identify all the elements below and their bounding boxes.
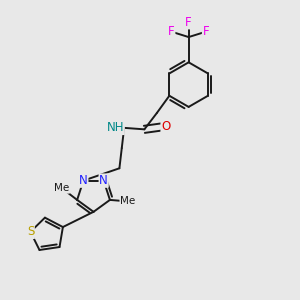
Text: N: N — [99, 174, 108, 187]
Text: S: S — [27, 225, 34, 238]
Text: F: F — [168, 25, 175, 38]
Text: NH: NH — [107, 122, 124, 134]
Text: F: F — [185, 16, 192, 29]
Text: Me: Me — [54, 183, 69, 193]
Text: O: O — [161, 120, 170, 133]
Text: Me: Me — [120, 196, 135, 206]
Text: N: N — [79, 174, 88, 187]
Text: F: F — [202, 25, 209, 38]
